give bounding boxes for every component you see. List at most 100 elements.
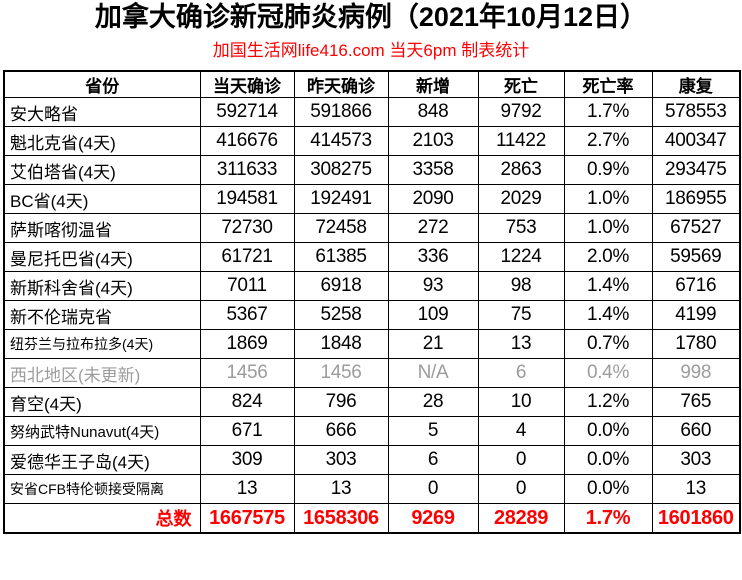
value-cell: 61721 <box>199 242 295 272</box>
value-cell: 293475 <box>651 155 741 185</box>
province-cell: 萨斯喀彻温省 <box>3 213 201 243</box>
value-cell: 28 <box>387 387 479 417</box>
value-cell: 6716 <box>651 271 741 301</box>
table-row: 艾伯塔省(4天) 311633 308275 3358 2863 0.9% 293475 <box>3 155 741 185</box>
value-cell: 1848 <box>293 329 389 359</box>
value-cell: 67527 <box>651 213 741 243</box>
value-cell: 9269 <box>387 503 479 534</box>
value-cell: 13 <box>477 329 565 359</box>
value-cell: 0.4% <box>563 358 653 388</box>
value-cell: 13 <box>651 474 741 504</box>
value-cell: 1456 <box>199 358 295 388</box>
column-header: 死亡 <box>477 70 565 98</box>
province-cell: BC省(4天) <box>3 184 201 214</box>
table-row: 新不伦瑞克省 5367 5258 109 75 1.4% 4199 <box>3 300 741 330</box>
value-cell: N/A <box>387 358 479 388</box>
value-cell: 5258 <box>293 300 389 330</box>
value-cell: 0 <box>477 474 565 504</box>
value-cell: 2103 <box>387 126 479 156</box>
column-header: 当天确诊 <box>199 70 295 98</box>
value-cell: 303 <box>651 445 741 475</box>
value-cell: 7011 <box>199 271 295 301</box>
value-cell: 0.0% <box>563 416 653 446</box>
province-cell: 安大略省 <box>3 97 201 127</box>
value-cell: 194581 <box>199 184 295 214</box>
province-cell: 魁北克省(4天) <box>3 126 201 156</box>
value-cell: 336 <box>387 242 479 272</box>
value-cell: 2029 <box>477 184 565 214</box>
value-cell: 400347 <box>651 126 741 156</box>
value-cell: 2863 <box>477 155 565 185</box>
column-header: 死亡率 <box>563 70 653 98</box>
value-cell: 671 <box>199 416 295 446</box>
column-header: 新增 <box>387 70 479 98</box>
value-cell: 6 <box>387 445 479 475</box>
value-cell: 1.4% <box>563 300 653 330</box>
value-cell: 61385 <box>293 242 389 272</box>
province-cell: 西北地区(未更新) <box>3 358 201 388</box>
value-cell: 93 <box>387 271 479 301</box>
province-cell: 安省CFB特伦顿接受隔离 <box>3 474 201 504</box>
value-cell: 72730 <box>199 213 295 243</box>
value-cell: 824 <box>199 387 295 417</box>
value-cell: 998 <box>651 358 741 388</box>
value-cell: 1.2% <box>563 387 653 417</box>
table-row: 新斯科舍省(4天) 7011 6918 93 98 1.4% 6716 <box>3 271 741 301</box>
value-cell: 75 <box>477 300 565 330</box>
value-cell: 660 <box>651 416 741 446</box>
province-cell: 爱德华王子岛(4天) <box>3 445 201 475</box>
province-cell: 育空(4天) <box>3 387 201 417</box>
value-cell: 848 <box>387 97 479 127</box>
value-cell: 6918 <box>293 271 389 301</box>
value-cell: 1224 <box>477 242 565 272</box>
value-cell: 1.0% <box>563 184 653 214</box>
column-header: 康复 <box>651 70 741 98</box>
value-cell: 10 <box>477 387 565 417</box>
value-cell: 1.0% <box>563 213 653 243</box>
table-header-row: 省份 当天确诊 昨天确诊 新增 死亡 死亡率 康复 <box>3 70 741 98</box>
value-cell: 309 <box>199 445 295 475</box>
value-cell: 109 <box>387 300 479 330</box>
value-cell: 796 <box>293 387 389 417</box>
value-cell: 303 <box>293 445 389 475</box>
table-row: 爱德华王子岛(4天) 309 303 6 0 0.0% 303 <box>3 445 741 475</box>
value-cell: 591866 <box>293 97 389 127</box>
table-row: 萨斯喀彻温省 72730 72458 272 753 1.0% 67527 <box>3 213 741 243</box>
value-cell: 2090 <box>387 184 479 214</box>
value-cell: 1869 <box>199 329 295 359</box>
value-cell: 0 <box>477 445 565 475</box>
value-cell: 4 <box>477 416 565 446</box>
table-row: 西北地区(未更新) 1456 1456 N/A 6 0.4% 998 <box>3 358 741 388</box>
province-cell: 新不伦瑞克省 <box>3 300 201 330</box>
table-row: 曼尼托巴省(4天) 61721 61385 336 1224 2.0% 59569 <box>3 242 741 272</box>
source-subtitle: 加国生活网life416.com 当天6pm 制表统计 <box>212 41 530 60</box>
table-row: 育空(4天) 824 796 28 10 1.2% 765 <box>3 387 741 417</box>
total-row: 总数 1667575 1658306 9269 28289 1.7% 1601860 <box>3 503 741 534</box>
total-label-cell: 总数 <box>3 503 201 534</box>
value-cell: 1667575 <box>199 503 295 534</box>
value-cell: 1.4% <box>563 271 653 301</box>
value-cell: 1780 <box>651 329 741 359</box>
value-cell: 272 <box>387 213 479 243</box>
table-row: BC省(4天) 194581 192491 2090 2029 1.0% 186955 <box>3 184 741 214</box>
province-cell: 纽芬兰与拉布拉多(4天) <box>3 329 201 359</box>
value-cell: 0.0% <box>563 474 653 504</box>
value-cell: 311633 <box>199 155 295 185</box>
value-cell: 186955 <box>651 184 741 214</box>
province-cell: 新斯科舍省(4天) <box>3 271 201 301</box>
value-cell: 13 <box>293 474 389 504</box>
value-cell: 5367 <box>199 300 295 330</box>
column-header: 昨天确诊 <box>293 70 389 98</box>
table-row: 魁北克省(4天) 416676 414573 2103 11422 2.7% 400347 <box>3 126 741 156</box>
province-cell: 努纳武特Nunavut(4天) <box>3 416 201 446</box>
covid-stats-table: 省份 当天确诊 昨天确诊 新增 死亡 死亡率 康复 安大略省 592714 591866 848 9… <box>3 70 741 534</box>
province-cell: 曼尼托巴省(4天) <box>3 242 201 272</box>
value-cell: 592714 <box>199 97 295 127</box>
value-cell: 192491 <box>293 184 389 214</box>
value-cell: 1456 <box>293 358 389 388</box>
page-title: 加拿大确诊新冠肺炎病例（2021年10月12日） <box>94 2 648 32</box>
value-cell: 666 <box>293 416 389 446</box>
value-cell: 1.7% <box>563 503 653 534</box>
value-cell: 2.7% <box>563 126 653 156</box>
